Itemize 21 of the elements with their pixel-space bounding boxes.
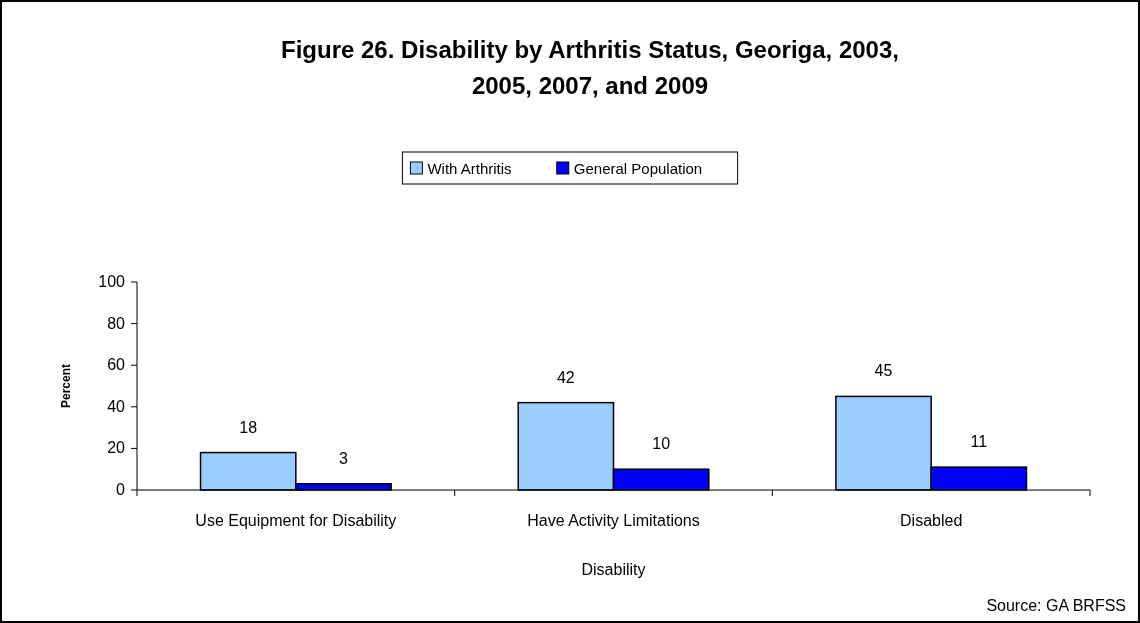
y-tick-label: 20 bbox=[107, 439, 126, 457]
chart-title: Figure 26. Disability by Arthritis Status, Georiga, 2003, 2005, 2007, and 2009 bbox=[281, 36, 899, 99]
x-tick-label: Disabled bbox=[900, 512, 963, 529]
legend-label: General Population bbox=[573, 160, 703, 177]
y-axis-title: Percent bbox=[59, 363, 73, 409]
source-note: Source: GA BRFSS bbox=[986, 597, 1126, 614]
data-label: 42 bbox=[556, 368, 575, 386]
x-axis-title: Disability bbox=[581, 561, 646, 578]
legend-label: With Arthritis bbox=[427, 160, 512, 177]
y-tick-label: 60 bbox=[107, 356, 126, 374]
data-label: 3 bbox=[339, 449, 349, 467]
y-tick-label: 40 bbox=[107, 397, 126, 415]
y-tick-label: 80 bbox=[107, 314, 126, 332]
data-label: 11 bbox=[970, 433, 988, 451]
data-label: 18 bbox=[239, 418, 258, 436]
x-tick-label: Use Equipment for Disability bbox=[195, 512, 397, 529]
y-tick-label: 0 bbox=[116, 481, 126, 498]
data-label: 45 bbox=[874, 362, 893, 380]
y-tick-label: 100 bbox=[98, 273, 126, 290]
data-label: 10 bbox=[652, 435, 671, 453]
x-tick-label: Have Activity Limitations bbox=[527, 512, 700, 529]
